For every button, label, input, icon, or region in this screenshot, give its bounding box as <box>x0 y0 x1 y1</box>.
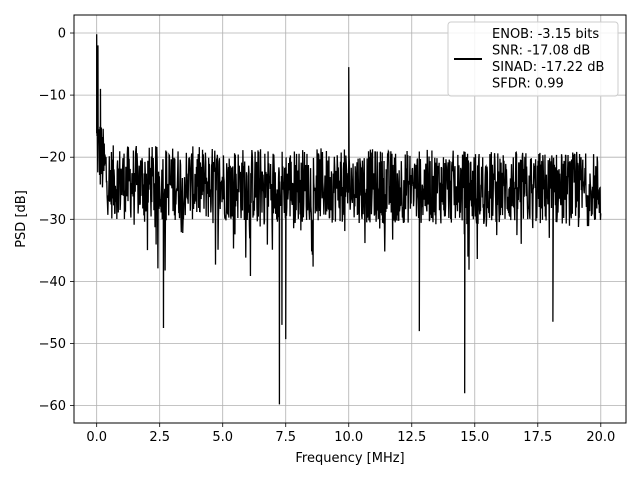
y-tick-label: −40 <box>39 275 66 290</box>
legend-text-line: SINAD: -17.22 dB <box>492 60 604 75</box>
x-tick-label: 0.0 <box>86 430 107 445</box>
y-tick-label: 0 <box>58 27 66 42</box>
legend-text-line: SFDR: 0.99 <box>492 77 564 92</box>
legend-text-line: ENOB: -3.15 bits <box>492 27 599 42</box>
x-tick-label: 5.0 <box>212 430 233 445</box>
x-tick-label: 7.5 <box>275 430 296 445</box>
psd-trace <box>96 34 602 405</box>
x-axis-label: Frequency [MHz] <box>295 451 404 466</box>
x-tick-label: 20.0 <box>586 430 615 445</box>
y-tick-label: −10 <box>39 89 66 104</box>
x-tick-label: 12.5 <box>397 430 426 445</box>
legend-text-line: SNR: -17.08 dB <box>492 44 590 59</box>
x-tick-label: 17.5 <box>523 430 552 445</box>
y-tick-label: −60 <box>39 399 66 414</box>
series-psd <box>96 34 602 405</box>
x-tick-label: 10.0 <box>334 430 363 445</box>
x-tick-label: 2.5 <box>149 430 170 445</box>
x-axis-ticks: 0.0 2.5 5.0 7.5 10.0 12.5 15.0 17.5 20.0 <box>86 423 615 445</box>
y-tick-label: −50 <box>39 337 66 352</box>
y-axis-ticks: 0 −10 −20 −30 −40 −50 −60 <box>39 27 74 414</box>
y-axis-label: PSD [dB] <box>14 190 29 248</box>
y-tick-label: −30 <box>39 213 66 228</box>
y-tick-label: −20 <box>39 151 66 166</box>
x-tick-label: 15.0 <box>460 430 489 445</box>
legend-box <box>447 21 619 97</box>
